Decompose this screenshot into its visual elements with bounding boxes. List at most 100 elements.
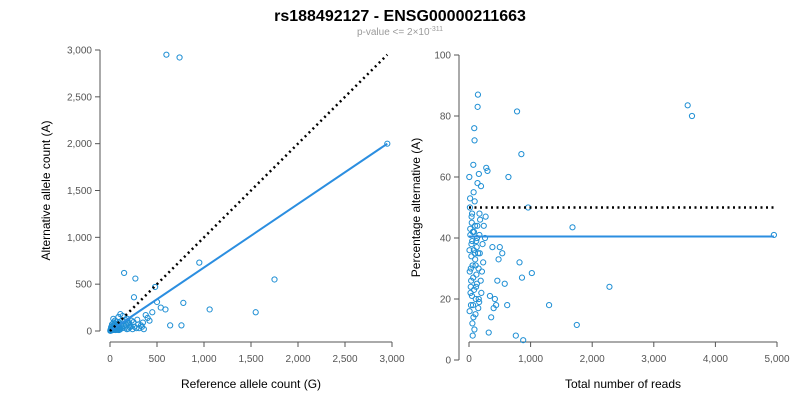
data-point xyxy=(499,250,506,257)
data-point xyxy=(606,283,613,290)
data-point xyxy=(176,54,183,61)
y-tick-label: 60 xyxy=(440,173,452,184)
data-point xyxy=(468,253,475,260)
data-point xyxy=(142,311,149,319)
data-point xyxy=(167,322,174,329)
data-point xyxy=(116,325,123,332)
data-point xyxy=(483,164,490,171)
x-axis-label: Total number of reads xyxy=(565,377,681,391)
data-point xyxy=(485,329,492,336)
y-tick-label: 3,000 xyxy=(67,46,92,57)
x-tick-label: 5,000 xyxy=(764,354,789,365)
data-point xyxy=(473,237,480,245)
data-point xyxy=(206,306,213,313)
data-point xyxy=(491,295,498,303)
data-point xyxy=(196,259,203,266)
data-point xyxy=(475,305,482,312)
data-point xyxy=(126,319,133,327)
data-point xyxy=(476,298,483,306)
data-point xyxy=(501,280,508,287)
data-point xyxy=(478,268,486,275)
data-point xyxy=(468,213,475,220)
data-point xyxy=(471,125,478,132)
x-tick-label: 0 xyxy=(466,354,472,365)
data-point xyxy=(518,274,526,281)
data-point xyxy=(468,241,475,248)
data-point xyxy=(271,276,278,283)
data-point xyxy=(490,305,497,312)
data-point xyxy=(494,277,501,284)
data-point xyxy=(467,302,475,309)
data-point xyxy=(475,265,482,272)
subtitle-times: × xyxy=(413,27,419,38)
y-tick-label: 80 xyxy=(440,112,452,123)
data-point xyxy=(469,302,477,309)
data-point xyxy=(476,231,483,239)
y-tick-label: 1,500 xyxy=(67,186,92,197)
data-point xyxy=(157,304,164,311)
data-point xyxy=(110,315,117,322)
data-point xyxy=(469,320,476,327)
data-point xyxy=(469,237,476,245)
data-point xyxy=(488,314,495,321)
y-tick-label: 1,000 xyxy=(67,233,92,244)
data-point xyxy=(469,262,476,269)
data-point xyxy=(484,167,491,174)
x-tick-label: 1,000 xyxy=(518,354,543,365)
y-tick-label: 500 xyxy=(75,280,92,291)
data-point xyxy=(469,332,476,339)
data-point xyxy=(121,269,128,277)
data-point xyxy=(468,292,476,300)
data-point xyxy=(684,102,691,109)
data-point xyxy=(770,231,778,239)
y-tick-label: 40 xyxy=(440,234,452,245)
x-tick-label: 2,500 xyxy=(332,354,357,365)
y-tick-label: 0 xyxy=(445,356,451,367)
fit-line xyxy=(109,142,388,332)
y-tick-label: 100 xyxy=(434,51,451,62)
data-point xyxy=(178,322,185,329)
data-point xyxy=(477,277,484,284)
data-point xyxy=(481,234,489,242)
data-point xyxy=(471,198,478,205)
data-point xyxy=(495,256,502,263)
data-point xyxy=(132,275,139,282)
data-point xyxy=(467,283,474,290)
x-tick-label: 0 xyxy=(107,354,113,365)
data-point xyxy=(384,140,391,147)
scatter-plot-left: 0 500 1,000 1,500 2,000 2,500 3,000 0 500 1,000 1,… xyxy=(39,46,405,392)
data-point xyxy=(468,210,476,217)
scatter-plot-right: 0 20 40 60 80 100 0 1,000 2,000 3,000 4,000 5,000 To… xyxy=(409,51,790,392)
data-point xyxy=(252,309,259,316)
data-point xyxy=(470,286,478,293)
data-point xyxy=(471,326,478,333)
data-point xyxy=(180,299,187,306)
data-point xyxy=(528,269,535,277)
data-point xyxy=(472,311,479,318)
data-point xyxy=(478,289,485,296)
x-axis-label: Reference allele count (G) xyxy=(181,377,321,391)
reference-line xyxy=(109,53,389,332)
data-point xyxy=(466,173,473,181)
data-point xyxy=(472,256,479,263)
subtitle-prefix: p-value <= 2 xyxy=(357,27,413,38)
data-point xyxy=(107,327,114,334)
data-point xyxy=(573,321,580,329)
data-point xyxy=(477,183,485,190)
data-point xyxy=(466,204,474,211)
data-point xyxy=(476,210,483,217)
data-point xyxy=(474,103,481,110)
data-point xyxy=(149,309,156,316)
x-tick-label: 3,000 xyxy=(379,354,404,365)
data-point xyxy=(467,195,474,202)
data-point xyxy=(471,250,478,257)
data-point xyxy=(482,213,489,220)
subtitle-exponent: -311 xyxy=(430,26,444,33)
data-point xyxy=(480,222,487,229)
data-point xyxy=(140,326,147,333)
data-point xyxy=(466,268,473,275)
data-point xyxy=(504,302,511,309)
data-point xyxy=(475,170,482,178)
data-point xyxy=(486,292,494,300)
